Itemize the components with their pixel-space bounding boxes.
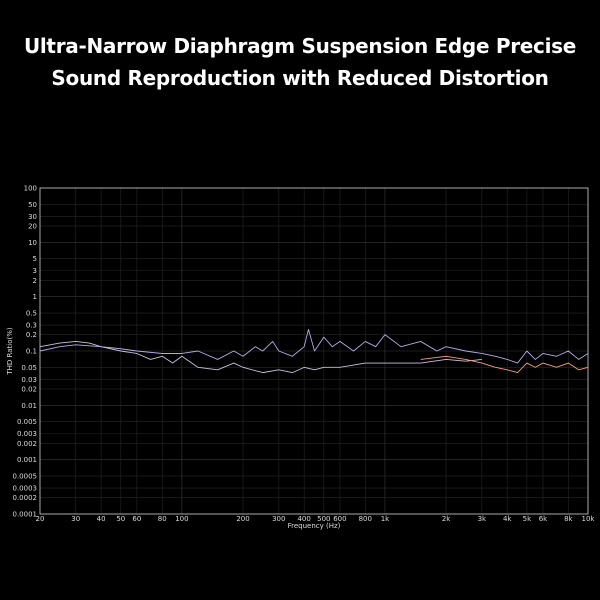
x-tick-label: 800 [359,515,372,523]
y-tick-label: 0.2 [26,331,37,339]
y-tick-label: 30 [28,213,37,221]
x-tick-label: 2k [442,515,451,523]
x-tick-label: 50 [116,515,125,523]
y-axis-label: THD Ratio(%) [6,327,14,376]
series-line-2 [39,328,589,364]
y-tick-label: 50 [28,201,37,209]
x-tick-label: 200 [236,515,249,523]
x-tick-label: 8k [564,515,573,523]
headline-line-1: Ultra-Narrow Diaphragm Suspension Edge P… [23,34,577,58]
y-tick-label: 0.001 [17,456,37,464]
x-tick-label: 300 [272,515,285,523]
y-tick-label: 5 [33,255,37,263]
x-tick-label: 40 [97,515,106,523]
x-axis-label: Frequency (Hz) [288,522,341,530]
y-tick-label: 0.05 [21,364,37,372]
y-tick-label: 0.002 [17,440,37,448]
y-tick-label: 0.0001 [13,511,38,519]
x-tick-label: 30 [71,515,80,523]
x-tick-label: 600 [333,515,346,523]
series-line-1 [39,340,482,374]
x-tick-label: 500 [317,515,330,523]
x-tick-label: 4k [503,515,512,523]
x-tick-label: 3k [478,515,487,523]
headline-line-2: Sound Reproduction with Reduced Distorti… [51,66,549,90]
y-tick-label: 0.03 [21,376,37,384]
y-tick-label: 0.005 [17,418,37,426]
x-tick-label: 1k [381,515,390,523]
y-tick-label: 0.1 [26,348,37,356]
x-tick-label: 100 [175,515,188,523]
y-tick-label: 2 [33,277,37,285]
x-tick-label: 80 [158,515,167,523]
y-tick-label: 0.0005 [13,473,38,481]
y-tick-label: 1 [33,293,37,301]
x-axis-ticks: 20 30 40 50 60 80 100 200 300 400 500 600 800 1k 2k 3k 4… [36,515,596,523]
series-lines [39,328,589,374]
y-tick-label: 0.0003 [13,485,38,493]
series-line-3 [420,355,589,374]
x-tick-label: 20 [36,515,45,523]
y-tick-label: 0.0002 [13,494,38,502]
x-tick-label: 60 [132,515,141,523]
y-tick-label: 0.01 [21,402,37,410]
x-tick-label: 400 [297,515,310,523]
y-tick-label: 0.3 [26,322,37,330]
chart-grid [39,187,589,515]
y-tick-label: 10 [28,239,37,247]
headline: Ultra-Narrow Diaphragm Suspension Edge P… [0,30,600,94]
y-tick-label: 0.02 [21,385,37,393]
y-tick-label: 0.5 [26,310,37,318]
y-tick-label: 0.003 [17,430,37,438]
y-tick-label: 3 [33,267,37,275]
y-tick-label: 20 [28,222,37,230]
x-tick-label: 6k [539,515,548,523]
x-tick-label: 5k [523,515,532,523]
y-tick-label: 100 [24,185,37,193]
x-tick-label: 10k [582,515,596,523]
